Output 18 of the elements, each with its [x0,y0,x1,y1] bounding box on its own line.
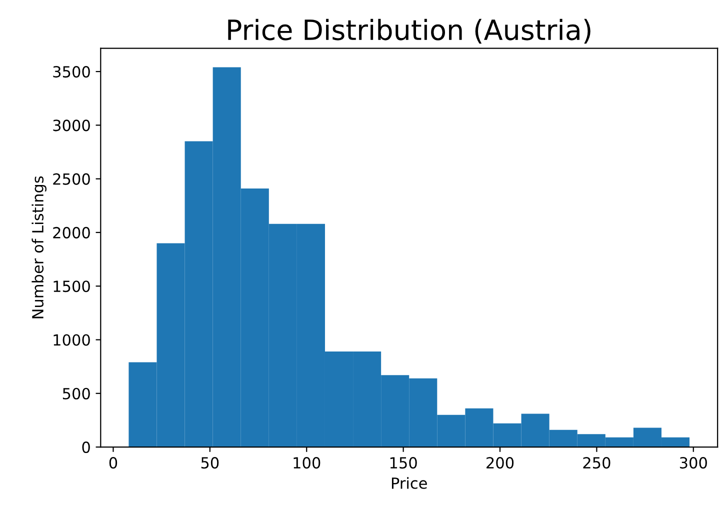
x-tick-label: 250 [583,457,610,469]
x-tick-label: 100 [294,457,320,469]
x-tick-label: 0 [109,457,118,469]
x-tick-label: 150 [390,457,417,469]
x-tick-label: 50 [201,457,219,469]
x-axis-title: Price [392,477,427,489]
y-tick-label: 2000 [53,226,90,238]
chart-title: Price Distribution (Austria) [228,18,590,44]
y-axis-title: Number of Listings [32,176,46,318]
x-tick-label: 200 [486,457,514,469]
y-tick-label: 1000 [54,334,90,346]
y-tick-label: 1500 [54,280,90,292]
x-tick-label: 300 [680,457,707,469]
y-tick-label: 2500 [53,173,90,185]
y-tick-label: 3000 [53,120,90,132]
y-tick-label: 0 [82,442,90,454]
y-tick-label: 500 [62,388,90,400]
y-tick-label: 3500 [53,66,90,78]
